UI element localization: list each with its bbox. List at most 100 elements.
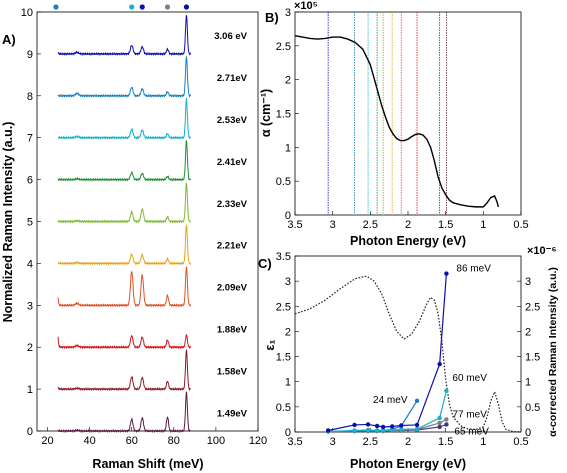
panel-a-y-ticks: 0 1 2 3 4 5 6 7 8 9 10 <box>21 7 41 438</box>
panel-c-series-label: 65 meV <box>454 426 489 437</box>
panel-c-x-tick-label: 3 <box>330 436 336 448</box>
panel-a-y-tick-label: 1 <box>27 384 33 396</box>
panel-b-ylabel: α (cm⁻¹) <box>259 89 273 137</box>
panel-a-energy-label: 1.88eV <box>217 325 248 336</box>
panel-a-x-tick-label: 60 <box>126 435 138 447</box>
panel-c-x-ticks: 3.5 3 2.5 2 1.5 1 0.5 <box>287 428 529 448</box>
panel-c-y-tick-label: 1 <box>285 377 291 389</box>
panel-a-y-tick-label: 3 <box>27 300 33 312</box>
panel-b-plot-area <box>294 11 522 216</box>
panel-a-top-markers <box>53 4 190 10</box>
panel-b-xlabel: Photon Energy (eV) <box>350 234 466 248</box>
panel-b-x-tick-label: 0.5 <box>513 219 528 231</box>
panel-c-series-point <box>414 398 420 404</box>
panel-a-xlabel: Raman Shift (meV) <box>92 457 203 471</box>
panel-c-ylabel: ε₁ <box>263 339 277 350</box>
panel-a-spectrum-line <box>57 140 192 182</box>
panel-a-y-tick-label: 10 <box>21 7 33 19</box>
panel-a-y-tick-label: 2 <box>27 342 33 354</box>
panel-c-series-point <box>374 423 380 429</box>
panel-c-series-point <box>365 427 371 433</box>
panel-a-ylabel: Normalized Raman Intensity (a.u.) <box>1 122 15 323</box>
panel-a-peak-marker <box>53 4 59 10</box>
panel-c-y-ticks: 0 0.5 1 1.5 2 2.5 3 3.5 <box>276 251 299 439</box>
panel-c-series-line <box>328 390 448 433</box>
panel-c-y-tick-label-right: 2.5 <box>525 301 540 313</box>
panel-c-y-tick-label-right: 1.5 <box>525 352 540 364</box>
panel-a-energy-labels: 3.06 eV 2.71eV 2.53eV 2.41eV 2.33eV 2.21eV 2.0… <box>214 31 247 419</box>
panel-a-peak-marker <box>183 4 190 10</box>
panel-c-series-point <box>414 422 420 428</box>
panel-a-spectra <box>57 15 192 434</box>
panel-a-x-tick-label: 20 <box>41 435 53 447</box>
panel-b-x-tick-label: 3.5 <box>287 219 302 231</box>
panel-c-y-tick-label: 3.5 <box>276 251 291 263</box>
panel-c-x-tick-label: 1.5 <box>438 436 453 448</box>
panel-c-x-tick-label: 2 <box>405 436 411 448</box>
panel-c-series-point <box>444 388 449 393</box>
panel-a-x-tick-label: 120 <box>249 435 267 447</box>
panel-a: A) Raman Shift (meV) Normalized Raman In… <box>1 4 267 471</box>
panel-c-series-point <box>325 428 331 433</box>
panel-c-series-point <box>380 424 386 430</box>
panel-c-epsilon-line <box>294 275 522 433</box>
panel-b-x-tick-label: 1.5 <box>438 219 453 231</box>
panel-c-x-tick-label: 1 <box>480 436 486 448</box>
panel-b-scale-label: ×10⁵ <box>294 0 318 12</box>
panel-a-energy-label: 2.41eV <box>217 157 248 168</box>
panel-a-spectrum-line <box>57 224 192 266</box>
panel-c-label: C) <box>258 256 272 271</box>
panel-b-y-tick-label: 1 <box>285 142 291 154</box>
panel-c-plot-area <box>294 255 522 433</box>
panel-b-x-ticks: 3.5 3 2.5 2 1.5 1 0.5 <box>287 211 529 231</box>
panel-b-y-tick-label: 2 <box>285 75 291 87</box>
panel-b-y-tick-label: 1.5 <box>276 109 291 121</box>
panel-b-y-tick-label: 0.5 <box>276 176 291 188</box>
panel-c-series-labels: 86 meV 60 meV 24 meV 77 meV 65 meV <box>373 264 491 438</box>
panel-a-x-ticks: 20 40 60 80 100 120 <box>41 427 267 447</box>
panel-c-y-tick-label-right: 1 <box>525 377 531 389</box>
panel-b-x-tick-label: 3 <box>330 219 336 231</box>
panel-a-y-tick-label: 8 <box>27 91 33 103</box>
panel-c-series-label: 60 meV <box>452 373 487 384</box>
panel-a-energy-label: 1.58eV <box>217 366 248 377</box>
panel-c-series-point <box>352 422 357 428</box>
panel-c-x-tick-label: 3.5 <box>287 436 302 448</box>
panel-c-series-point <box>437 420 442 426</box>
panel-b-y-tick-label: 2.5 <box>276 41 291 53</box>
panel-a-y-tick-label: 7 <box>27 133 33 145</box>
panel-c-y-tick-label-right: 3 <box>525 276 531 288</box>
panel-c-series-label: 77 meV <box>452 409 487 420</box>
panel-c-series-point <box>437 415 442 421</box>
panel-c-series-point <box>444 271 449 276</box>
panel-c-scale-label: ×10⁻⁶ <box>527 245 557 257</box>
panel-c-series-point <box>414 426 420 432</box>
panel-a-peak-marker <box>164 4 171 10</box>
panel-a-spectrum-line <box>57 266 191 308</box>
panel-a-energy-label: 1.49eV <box>217 408 248 419</box>
panel-c-x-tick-label: 2.5 <box>363 436 378 448</box>
panel-c-series-point <box>444 417 449 422</box>
panel-c-epsilon-curve <box>294 275 522 433</box>
panel-a-energy-label: 2.09eV <box>217 283 248 294</box>
panel-a-x-tick-label: 40 <box>83 435 95 447</box>
panel-a-energy-label: 2.71eV <box>217 73 248 84</box>
panel-c-y-tick-label: 2.5 <box>276 301 291 313</box>
panel-b-absorption-line <box>294 34 500 208</box>
panel-a-x-tick-label: 80 <box>168 435 180 447</box>
panel-c-series-point <box>374 428 380 433</box>
panel-a-energy-label: 2.33eV <box>217 199 248 210</box>
panel-c-series-point <box>389 424 395 429</box>
panel-b: B) ×10⁵ Photon Energy (eV) α (cm⁻¹) 3.5 3… <box>259 0 529 248</box>
panel-a-y-tick-label: 5 <box>27 217 33 229</box>
panel-a-y-tick-label: 6 <box>27 175 33 187</box>
panel-c-series-point <box>380 428 386 433</box>
panel-b-y-ticks: 0 0.5 1 1.5 2 2.5 3 <box>276 7 299 222</box>
panel-c-series-point <box>444 422 449 427</box>
panel-c-series-point <box>399 423 404 428</box>
panel-c-y-tick-label-right: 2 <box>525 326 531 338</box>
panel-c-y-tick-label: 1.5 <box>276 352 291 364</box>
panel-a-spectrum-line <box>57 391 192 434</box>
panel-a-peak-marker <box>139 4 145 10</box>
panel-a-y-tick-label: 4 <box>27 258 33 270</box>
